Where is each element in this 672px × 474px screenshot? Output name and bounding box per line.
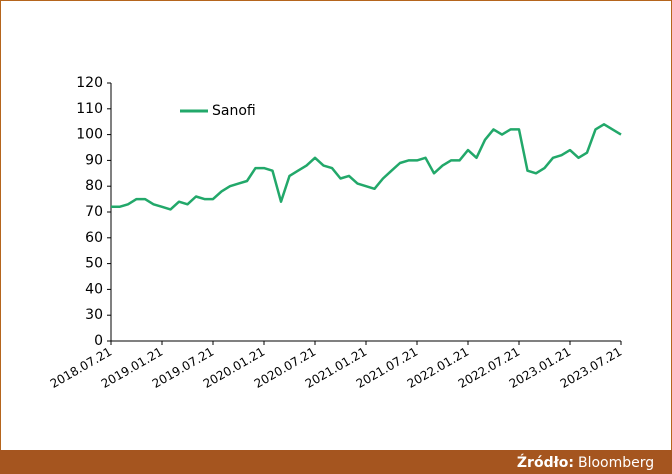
source: Bloomberg: [578, 455, 654, 471]
y-tick-label: 80: [85, 178, 103, 194]
y-tick-label: 100: [76, 127, 103, 143]
source-label: Źródło:: [517, 453, 574, 471]
series-line: [111, 123, 622, 211]
legend-label: Sanofi: [212, 103, 256, 119]
y-tick-label: 90: [85, 152, 103, 168]
y-tick-label: 110: [76, 101, 103, 117]
y-tick-label: 50: [85, 256, 103, 272]
y-tick-label: 0: [94, 333, 103, 349]
y-tick-label: 70: [85, 204, 103, 220]
y-tick-label: 30: [85, 307, 103, 323]
footer-bar: [0, 450, 672, 474]
y-tick-label: 40: [85, 281, 103, 297]
y-tick-label: 120: [76, 75, 103, 91]
y-tick-label: 60: [85, 230, 103, 246]
